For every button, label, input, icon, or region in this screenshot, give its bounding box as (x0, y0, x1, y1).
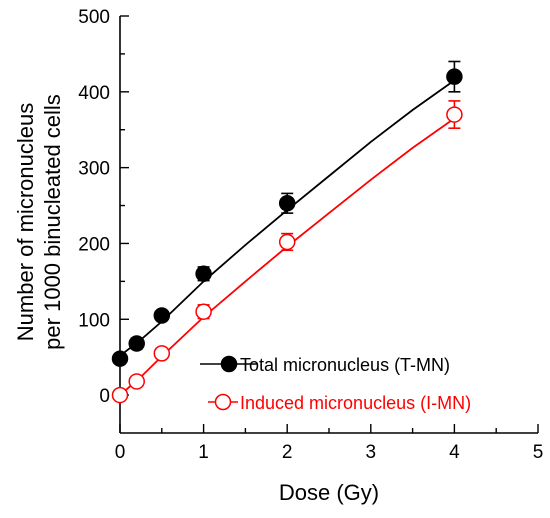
x-tick-label: 5 (533, 442, 544, 463)
legend-item-total: Total micronucleus (T-MN) (200, 355, 450, 375)
legend: Total micronucleus (T-MN) Induced micron… (200, 355, 471, 413)
y-tick-label: 400 (78, 83, 110, 104)
x-tick-label: 2 (282, 442, 293, 463)
x-tick-label: 3 (366, 442, 377, 463)
y-tick-label: 0 (99, 386, 110, 407)
data-point-total (446, 68, 463, 85)
data-point-induced (195, 303, 212, 320)
data-point-total (128, 335, 145, 352)
legend-label-total: Total micronucleus (T-MN) (240, 355, 450, 375)
data-point-total (195, 265, 212, 283)
y-tick-label: 200 (78, 234, 110, 255)
data-point-induced (446, 106, 463, 123)
data-point-total (153, 307, 171, 324)
data-point-induced (278, 233, 296, 251)
data-point-total (278, 195, 296, 212)
y-axis-title-line2: per 1000 binucleated cells (40, 94, 65, 350)
data-point-induced (111, 386, 129, 404)
x-axis-title: Dose (Gy) (279, 480, 379, 505)
legend-item-induced: Induced micronucleus (I-MN) (208, 393, 471, 413)
x-tick-label: 4 (449, 442, 460, 463)
fit-line-total (119, 79, 455, 357)
legend-label-induced: Induced micronucleus (I-MN) (240, 393, 471, 413)
y-ticks: 0 100 200 300 400 500 (78, 7, 129, 407)
y-axis-title-line1: Number of micronucleus (13, 103, 38, 341)
legend-marker-total (220, 355, 238, 373)
data-point-total (111, 350, 129, 367)
data-point-induced (153, 345, 171, 362)
x-ticks: 0 1 2 3 4 5 (115, 424, 544, 463)
fit-line-induced (119, 117, 455, 396)
y-tick-label: 500 (78, 7, 110, 28)
data-point-induced (128, 373, 145, 390)
y-tick-label: 100 (78, 310, 110, 331)
x-tick-label: 0 (115, 442, 126, 463)
x-tick-label: 1 (198, 442, 209, 463)
data-markers (111, 68, 463, 404)
y-tick-label: 300 (78, 159, 110, 180)
legend-marker-induced (214, 393, 232, 411)
fit-lines (119, 79, 455, 396)
